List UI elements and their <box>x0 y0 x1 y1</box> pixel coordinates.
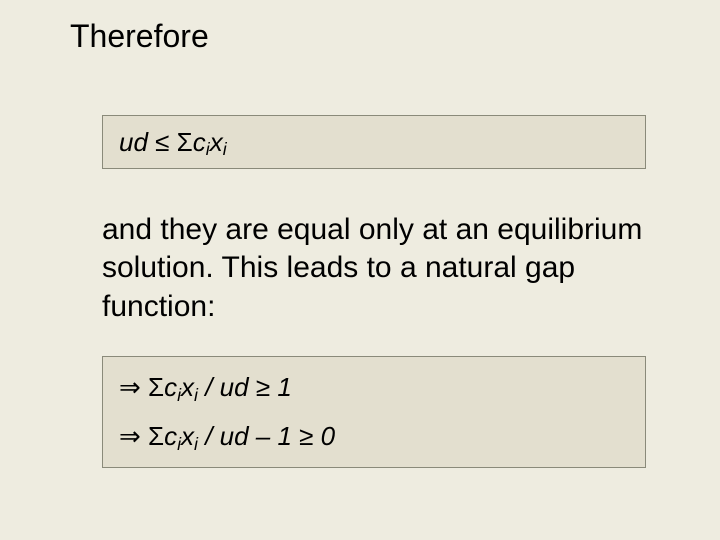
implies-symbol: ⇒ <box>119 372 141 402</box>
formula-2a: ⇒ Σcixi / ud ≥ 1 <box>119 372 629 403</box>
f2a-rhs: 1 <box>270 372 292 402</box>
formula-box-gap: ⇒ Σcixi / ud ≥ 1 ⇒ Σcixi / ud – 1 ≥ 0 <box>102 356 646 468</box>
f2b-x: x <box>181 421 194 451</box>
implies-symbol: ⇒ <box>119 421 141 451</box>
sum-symbol: Σ <box>177 127 193 157</box>
f2a-c: c <box>164 372 177 402</box>
f2a-ci: i <box>177 385 181 405</box>
formula1-xi: i <box>223 139 227 159</box>
formula1-ud: ud <box>119 127 155 157</box>
geq-symbol: ≥ <box>256 372 270 402</box>
f2b-xi: i <box>194 434 198 454</box>
geq-symbol: ≥ <box>299 421 313 451</box>
sum-symbol: Σ <box>148 372 164 402</box>
f2b-ci: i <box>177 434 181 454</box>
slide-body-text: and they are equal only at an equilibriu… <box>102 211 656 326</box>
f2b-c: c <box>164 421 177 451</box>
slide-heading: Therefore <box>70 18 670 55</box>
formula-box-ineq: ud ≤ Σcixi <box>102 115 646 169</box>
formula1-c: c <box>193 127 206 157</box>
sum-symbol: Σ <box>148 421 164 451</box>
f2b-mid: / ud – 1 <box>198 421 299 451</box>
slide-content: Therefore ud ≤ Σcixi and they are equal … <box>0 0 720 468</box>
formula1-ci: i <box>206 139 210 159</box>
f2a-mid: / ud <box>198 372 256 402</box>
f2b-rhs: 0 <box>313 421 335 451</box>
formula1-x: x <box>210 127 223 157</box>
formula-2b: ⇒ Σcixi / ud – 1 ≥ 0 <box>119 421 629 452</box>
leq-symbol: ≤ <box>155 127 169 157</box>
f2a-xi: i <box>194 385 198 405</box>
f2a-x: x <box>181 372 194 402</box>
formula-1: ud ≤ Σcixi <box>119 127 227 158</box>
